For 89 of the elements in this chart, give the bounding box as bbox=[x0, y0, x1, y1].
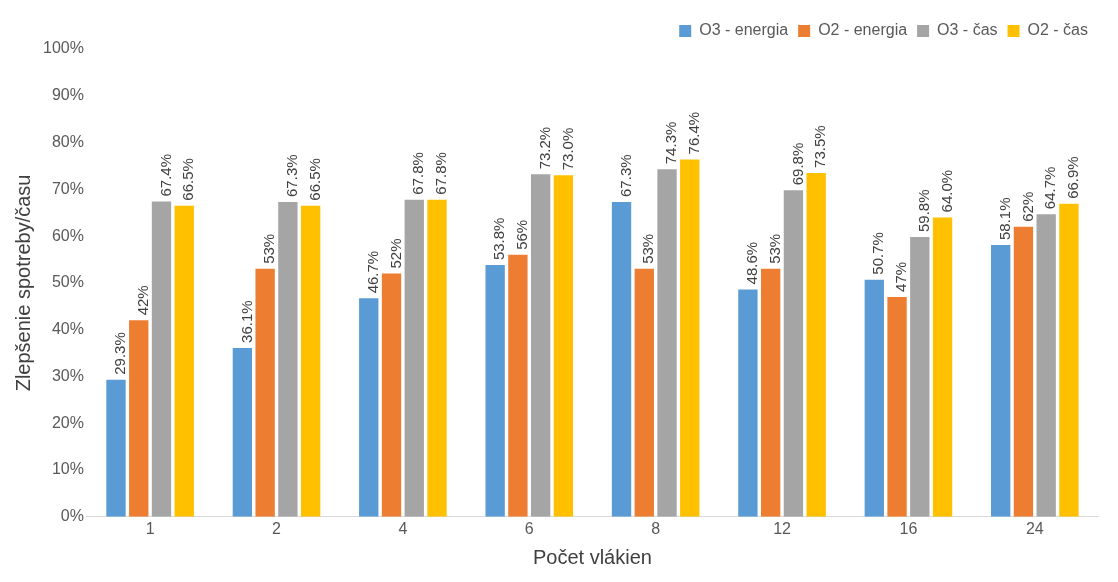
bar bbox=[232, 347, 253, 517]
data-label: 64.7% bbox=[1041, 166, 1059, 210]
bar bbox=[1059, 203, 1079, 517]
legend-label: O3 - energia bbox=[699, 21, 789, 39]
bar bbox=[806, 172, 826, 517]
data-label: 73.0% bbox=[558, 127, 576, 171]
data-label: 29.3% bbox=[111, 332, 129, 375]
data-label: 53% bbox=[639, 233, 657, 264]
x-tick-label: 24 bbox=[1025, 519, 1044, 537]
legend-label: O2 - čas bbox=[1027, 21, 1089, 39]
bar bbox=[129, 320, 149, 517]
data-label: 50.7% bbox=[869, 232, 887, 275]
x-tick-label: 6 bbox=[524, 519, 534, 537]
data-label: 73.2% bbox=[535, 126, 553, 170]
y-tick-label: 100% bbox=[43, 39, 84, 57]
data-label: 42% bbox=[133, 285, 151, 316]
bar bbox=[991, 245, 1011, 517]
data-label: 74.3% bbox=[662, 121, 680, 165]
bar bbox=[278, 201, 298, 517]
bar bbox=[1036, 214, 1056, 517]
data-label: 53% bbox=[765, 233, 783, 264]
data-label: 66.5% bbox=[305, 158, 323, 201]
data-label: 52% bbox=[386, 238, 404, 269]
data-label: 58.1% bbox=[995, 197, 1013, 241]
data-label: 66.5% bbox=[179, 158, 197, 201]
y-tick-label: 90% bbox=[51, 86, 84, 104]
legend-label: O2 - energia bbox=[818, 21, 908, 39]
data-label: 59.8% bbox=[914, 189, 932, 233]
y-tick-label: 80% bbox=[51, 132, 84, 150]
bar bbox=[553, 175, 574, 517]
y-tick-label: 50% bbox=[51, 273, 84, 291]
data-label: 76.4% bbox=[684, 111, 702, 155]
bar bbox=[783, 190, 804, 517]
data-label: 67.3% bbox=[283, 154, 301, 197]
bar bbox=[255, 268, 275, 517]
data-label: 67.3% bbox=[616, 154, 634, 197]
y-tick-label: 70% bbox=[51, 179, 84, 197]
bar bbox=[530, 174, 551, 517]
data-label: 67.4% bbox=[156, 153, 174, 197]
x-axis-title: Počet vlákien bbox=[532, 545, 652, 568]
x-tick-label: 4 bbox=[398, 519, 408, 537]
data-label: 67.8% bbox=[409, 152, 427, 195]
x-tick-label: 8 bbox=[651, 519, 661, 537]
data-label: 36.1% bbox=[237, 300, 255, 343]
y-axis-title: Zlepšenie spotreby/času bbox=[11, 174, 34, 392]
data-label: 73.5% bbox=[811, 125, 829, 168]
data-label: 47% bbox=[892, 261, 910, 292]
x-tick-label: 16 bbox=[899, 519, 918, 537]
bar bbox=[680, 159, 700, 517]
bar bbox=[485, 265, 505, 517]
legend-label: O3 - čas bbox=[937, 21, 998, 39]
data-label: 66.9% bbox=[1064, 156, 1082, 199]
bar bbox=[738, 289, 758, 517]
data-label: 69.8% bbox=[788, 142, 806, 186]
bar bbox=[611, 201, 632, 517]
bar bbox=[404, 199, 424, 517]
y-tick-label: 20% bbox=[51, 413, 84, 431]
bar bbox=[174, 205, 194, 517]
bar bbox=[359, 298, 379, 517]
data-label: 53.8% bbox=[490, 217, 508, 261]
y-tick-label: 60% bbox=[51, 226, 84, 244]
y-tick-label: 0% bbox=[60, 507, 84, 525]
bar bbox=[657, 169, 677, 517]
x-tick-label: 1 bbox=[145, 519, 155, 537]
bar bbox=[151, 201, 172, 517]
data-label: 46.7% bbox=[363, 250, 381, 294]
bar bbox=[508, 254, 528, 517]
data-label: 62% bbox=[1018, 191, 1036, 222]
bar bbox=[427, 199, 447, 517]
bar bbox=[887, 296, 907, 517]
data-label: 67.8% bbox=[432, 152, 450, 195]
y-tick-label: 30% bbox=[51, 366, 84, 384]
data-label: 64.0% bbox=[937, 169, 955, 213]
y-tick-label: 40% bbox=[51, 320, 84, 338]
bar bbox=[300, 205, 321, 517]
y-tick-label: 10% bbox=[51, 460, 84, 478]
data-label: 53% bbox=[260, 233, 278, 264]
bar bbox=[106, 379, 126, 517]
bar bbox=[932, 217, 953, 517]
data-label: 48.6% bbox=[743, 241, 761, 285]
data-label: 56% bbox=[513, 219, 531, 250]
bar bbox=[910, 237, 930, 517]
bar bbox=[864, 279, 884, 517]
bar bbox=[381, 273, 402, 517]
bar bbox=[1013, 226, 1034, 517]
x-tick-label: 2 bbox=[272, 519, 282, 537]
bar bbox=[761, 268, 781, 517]
x-tick-label: 12 bbox=[773, 519, 792, 537]
bar bbox=[634, 268, 654, 517]
